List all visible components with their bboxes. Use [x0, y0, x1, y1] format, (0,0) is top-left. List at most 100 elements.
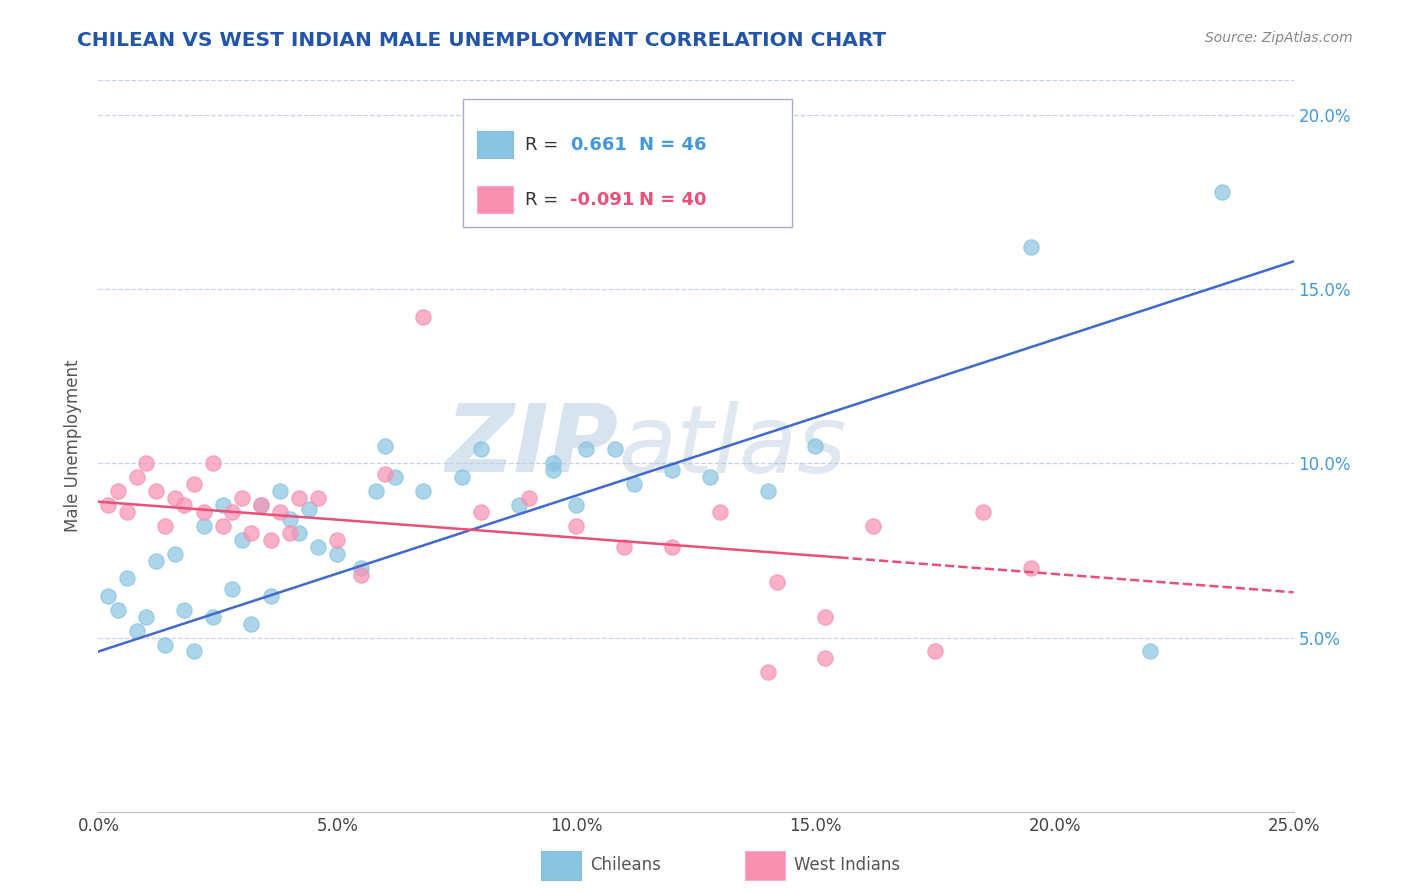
- Point: [541, 457, 564, 471]
- Bar: [477, 186, 513, 212]
- Point: [173, 603, 195, 617]
- Point: [814, 651, 837, 665]
- Point: [115, 571, 138, 585]
- Point: [155, 638, 177, 652]
- Text: N = 40: N = 40: [638, 191, 706, 209]
- Point: [575, 442, 598, 457]
- Point: [221, 582, 243, 596]
- Point: [269, 484, 291, 499]
- Point: [211, 519, 233, 533]
- Text: N = 46: N = 46: [638, 136, 706, 153]
- FancyBboxPatch shape: [463, 98, 792, 227]
- Point: [269, 505, 291, 519]
- Point: [517, 491, 540, 506]
- Point: [125, 470, 148, 484]
- Point: [107, 484, 129, 499]
- Point: [565, 498, 588, 512]
- Point: [661, 540, 683, 554]
- Point: [326, 533, 349, 547]
- Point: [374, 467, 396, 481]
- Bar: [477, 131, 513, 158]
- Text: West Indians: West Indians: [794, 856, 900, 874]
- Point: [450, 470, 472, 484]
- Text: Source: ZipAtlas.com: Source: ZipAtlas.com: [1205, 31, 1353, 45]
- Point: [145, 554, 167, 568]
- Y-axis label: Male Unemployment: Male Unemployment: [65, 359, 83, 533]
- Point: [183, 477, 205, 491]
- Point: [756, 665, 779, 680]
- Point: [470, 442, 492, 457]
- Point: [163, 491, 186, 506]
- Point: [1211, 185, 1233, 199]
- Point: [623, 477, 645, 491]
- Point: [202, 457, 225, 471]
- Point: [613, 540, 636, 554]
- Point: [278, 512, 301, 526]
- Point: [350, 561, 373, 575]
- Point: [298, 501, 321, 516]
- Point: [603, 442, 626, 457]
- Text: R =: R =: [524, 191, 564, 209]
- Point: [155, 519, 177, 533]
- Point: [307, 491, 329, 506]
- Point: [135, 457, 157, 471]
- Point: [193, 505, 215, 519]
- Point: [661, 463, 683, 477]
- Point: [240, 616, 263, 631]
- Point: [240, 526, 263, 541]
- Point: [756, 484, 779, 499]
- Point: [145, 484, 167, 499]
- Point: [412, 310, 434, 325]
- Point: [97, 498, 120, 512]
- Point: [211, 498, 233, 512]
- Point: [412, 484, 434, 499]
- Point: [107, 603, 129, 617]
- Point: [374, 439, 396, 453]
- Point: [470, 505, 492, 519]
- Text: Chileans: Chileans: [591, 856, 661, 874]
- Text: -0.091: -0.091: [571, 191, 636, 209]
- Point: [804, 439, 827, 453]
- Point: [350, 567, 373, 582]
- Point: [541, 463, 564, 477]
- Point: [307, 540, 329, 554]
- Point: [288, 491, 311, 506]
- Point: [125, 624, 148, 638]
- Point: [814, 609, 837, 624]
- Point: [384, 470, 406, 484]
- Point: [183, 644, 205, 658]
- Point: [250, 498, 273, 512]
- Point: [862, 519, 884, 533]
- Point: [135, 609, 157, 624]
- Text: CHILEAN VS WEST INDIAN MALE UNEMPLOYMENT CORRELATION CHART: CHILEAN VS WEST INDIAN MALE UNEMPLOYMENT…: [77, 31, 887, 50]
- Point: [766, 574, 789, 589]
- Point: [972, 505, 994, 519]
- Point: [1019, 240, 1042, 254]
- Point: [565, 519, 588, 533]
- Point: [115, 505, 138, 519]
- Point: [1139, 644, 1161, 658]
- Text: R =: R =: [524, 136, 564, 153]
- Point: [202, 609, 225, 624]
- Point: [278, 526, 301, 541]
- Point: [163, 547, 186, 561]
- Point: [259, 589, 281, 603]
- Point: [193, 519, 215, 533]
- Point: [508, 498, 530, 512]
- Point: [709, 505, 731, 519]
- Text: ZIP: ZIP: [446, 400, 619, 492]
- Point: [326, 547, 349, 561]
- Point: [250, 498, 273, 512]
- Text: atlas: atlas: [619, 401, 846, 491]
- Point: [288, 526, 311, 541]
- Text: 0.661: 0.661: [571, 136, 627, 153]
- Point: [699, 470, 721, 484]
- Point: [589, 150, 612, 164]
- Point: [924, 644, 946, 658]
- Point: [231, 491, 253, 506]
- Point: [364, 484, 387, 499]
- Point: [97, 589, 120, 603]
- Point: [259, 533, 281, 547]
- Point: [173, 498, 195, 512]
- Point: [1019, 561, 1042, 575]
